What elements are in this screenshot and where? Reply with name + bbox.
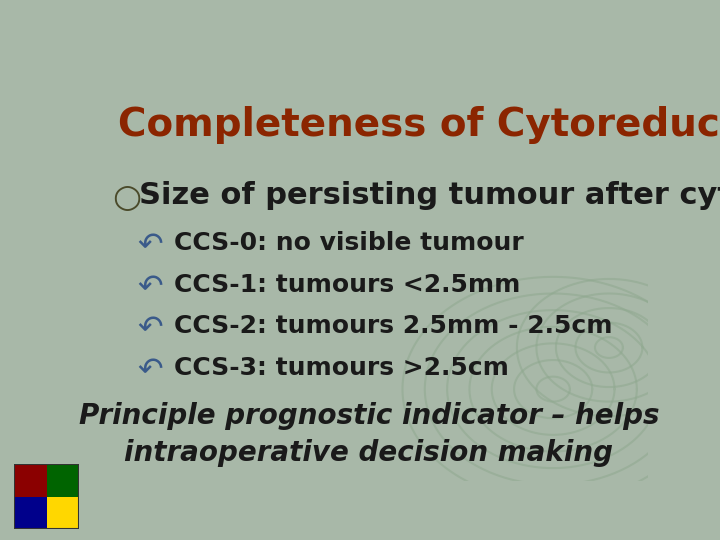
Text: ↶: ↶ (138, 231, 163, 260)
Text: CCS-3: tumours >2.5cm: CCS-3: tumours >2.5cm (174, 356, 508, 380)
Text: ○: ○ (112, 181, 141, 214)
Text: ↶: ↶ (138, 314, 163, 343)
Text: CCS-2: tumours 2.5mm - 2.5cm: CCS-2: tumours 2.5mm - 2.5cm (174, 314, 612, 338)
Bar (14, 464, 47, 497)
Text: CCS-0: no visible tumour: CCS-0: no visible tumour (174, 231, 523, 255)
Text: ↶: ↶ (138, 273, 163, 302)
Bar (47, 464, 79, 497)
Text: Size of persisting tumour after cytoreduction: Size of persisting tumour after cytoredu… (139, 181, 720, 210)
Text: Principle prognostic indicator – helps: Principle prognostic indicator – helps (78, 402, 660, 430)
Text: CCS-1: tumours <2.5mm: CCS-1: tumours <2.5mm (174, 273, 520, 296)
Bar (14, 497, 47, 529)
Text: ↶: ↶ (138, 356, 163, 385)
Bar (47, 497, 79, 529)
Text: intraoperative decision making: intraoperative decision making (125, 439, 613, 467)
Text: Completeness of Cytoreduction Score: Completeness of Cytoreduction Score (118, 106, 720, 144)
